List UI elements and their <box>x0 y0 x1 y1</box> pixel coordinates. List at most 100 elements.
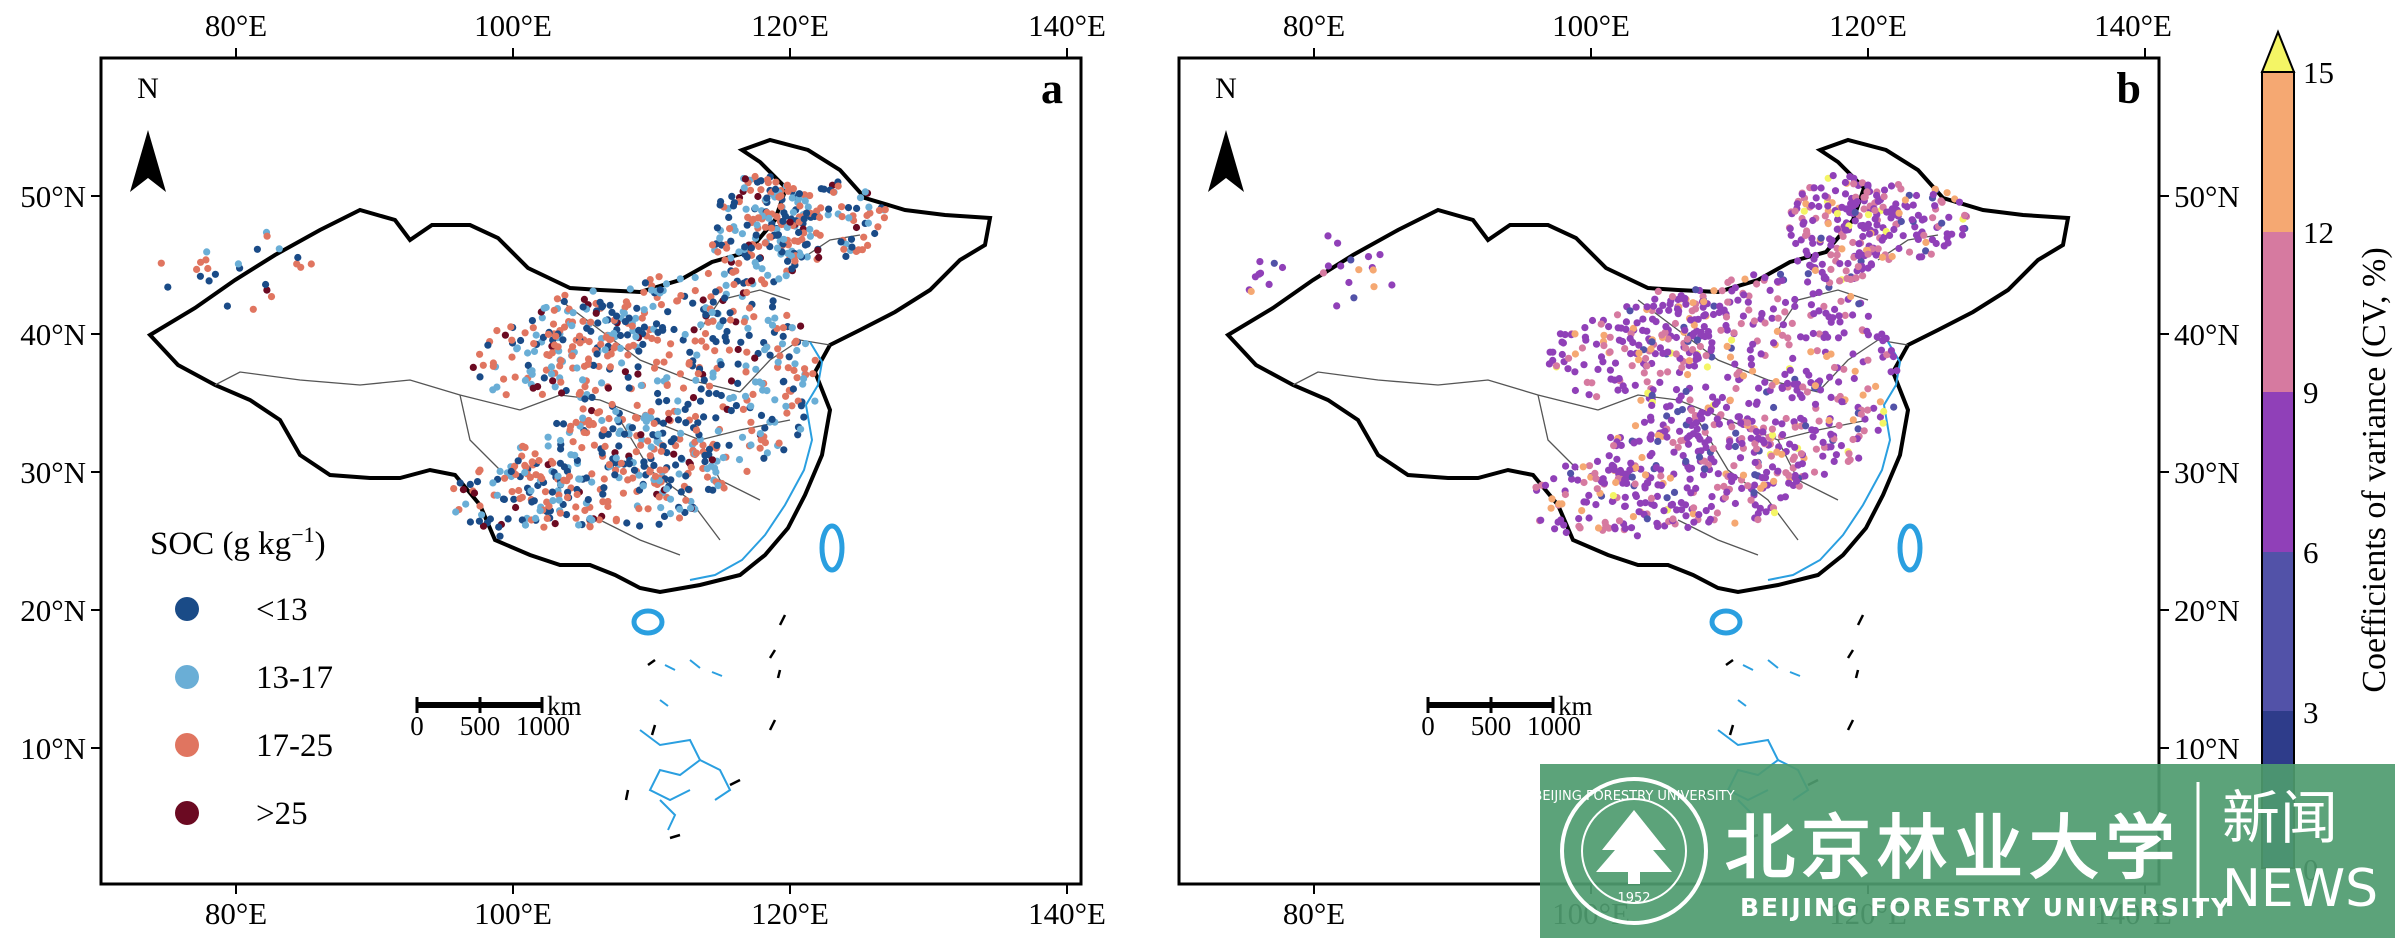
sample-point <box>550 306 558 314</box>
sample-point <box>642 424 650 432</box>
sample-point <box>1785 341 1793 349</box>
sample-point <box>604 384 613 392</box>
sample-point <box>476 373 484 381</box>
sample-point <box>1643 303 1651 311</box>
sample-point <box>801 340 810 348</box>
sample-point <box>1632 464 1640 472</box>
sample-point <box>1597 320 1605 328</box>
sample-point <box>777 203 785 211</box>
sample-point <box>650 461 658 469</box>
sample-point <box>1750 317 1758 325</box>
sample-point <box>1664 368 1672 376</box>
sample-point <box>556 436 565 445</box>
sample-point <box>674 408 682 416</box>
sample-point <box>1760 481 1768 489</box>
sample-point <box>682 472 690 480</box>
sample-point <box>579 414 587 422</box>
sample-point <box>1803 388 1811 396</box>
sample-point <box>1709 310 1718 319</box>
scale-label-1000: 1000 <box>516 711 570 741</box>
sample-point <box>779 217 787 225</box>
sample-point <box>1707 454 1715 462</box>
sample-point <box>1799 383 1807 391</box>
sample-point <box>801 365 809 373</box>
sample-point <box>758 276 766 284</box>
sample-point <box>751 172 759 181</box>
sample-point <box>1880 407 1888 416</box>
sample-point <box>576 339 584 347</box>
sample-point <box>1640 369 1648 377</box>
sample-point <box>1809 290 1817 298</box>
sample-point <box>1835 312 1843 320</box>
sample-point <box>524 349 532 357</box>
sample-point <box>641 279 650 287</box>
sample-point <box>1867 260 1875 268</box>
sample-point <box>1689 299 1697 307</box>
sample-point <box>1854 425 1862 433</box>
sample-point <box>1790 380 1798 388</box>
sample-point <box>711 347 719 355</box>
sample-point <box>1689 346 1697 354</box>
sample-point <box>820 185 828 193</box>
sample-point <box>767 224 776 232</box>
sample-point <box>508 488 516 496</box>
sample-point <box>1737 320 1745 328</box>
sample-point <box>706 382 714 390</box>
sample-point <box>1929 191 1937 199</box>
sample-point <box>689 299 697 307</box>
sample-point <box>1859 232 1867 241</box>
sample-point <box>709 317 717 325</box>
sample-point <box>1905 248 1914 256</box>
panel-label-a: a <box>1041 64 1063 113</box>
sample-point <box>753 178 762 186</box>
sample-point <box>1815 202 1823 211</box>
sample-point <box>597 340 605 348</box>
sample-point <box>1633 319 1641 327</box>
sample-point <box>538 314 546 322</box>
sample-point <box>697 385 705 393</box>
sample-point <box>1574 476 1582 484</box>
sample-point <box>743 288 751 297</box>
sample-point <box>1911 223 1919 231</box>
sample-point <box>529 324 537 332</box>
sample-point <box>681 330 689 339</box>
sample-point <box>598 379 606 387</box>
sample-point <box>1704 328 1712 336</box>
sample-point <box>647 408 655 416</box>
sample-point <box>1701 439 1709 447</box>
sample-point <box>1710 302 1718 310</box>
sample-point <box>562 510 571 519</box>
sample-point <box>657 504 665 512</box>
colorbar-tick-15: 15 <box>2303 55 2334 90</box>
sample-point <box>649 431 657 439</box>
sample-point <box>679 336 687 344</box>
sample-point <box>1613 455 1621 463</box>
sample-point <box>1890 225 1898 234</box>
sample-point <box>1733 370 1741 379</box>
sample-point <box>1666 402 1674 410</box>
sample-point <box>1661 427 1669 435</box>
sample-point <box>263 232 271 240</box>
sample-point <box>1813 347 1821 355</box>
sample-point <box>1820 302 1828 310</box>
sample-point <box>1798 393 1806 402</box>
y-tick-a-2: 30°N <box>20 455 86 490</box>
sample-point <box>865 203 873 211</box>
sample-point <box>556 509 565 517</box>
sample-point <box>1738 484 1746 492</box>
sample-point <box>637 381 645 390</box>
scale-label-1000: 1000 <box>1527 711 1581 741</box>
sample-point <box>800 413 808 421</box>
sample-point <box>578 444 586 452</box>
sample-point <box>1836 260 1844 268</box>
x-tick-top-b-2: 120°E <box>1829 8 1907 43</box>
sample-point <box>557 378 565 386</box>
sample-point <box>547 363 556 371</box>
legend-swatch-1 <box>175 665 199 689</box>
sample-point <box>795 228 803 237</box>
sample-point <box>1791 423 1799 431</box>
sample-point <box>742 362 750 370</box>
sample-point <box>576 388 584 396</box>
sample-point <box>691 337 699 345</box>
sample-point <box>590 441 599 449</box>
